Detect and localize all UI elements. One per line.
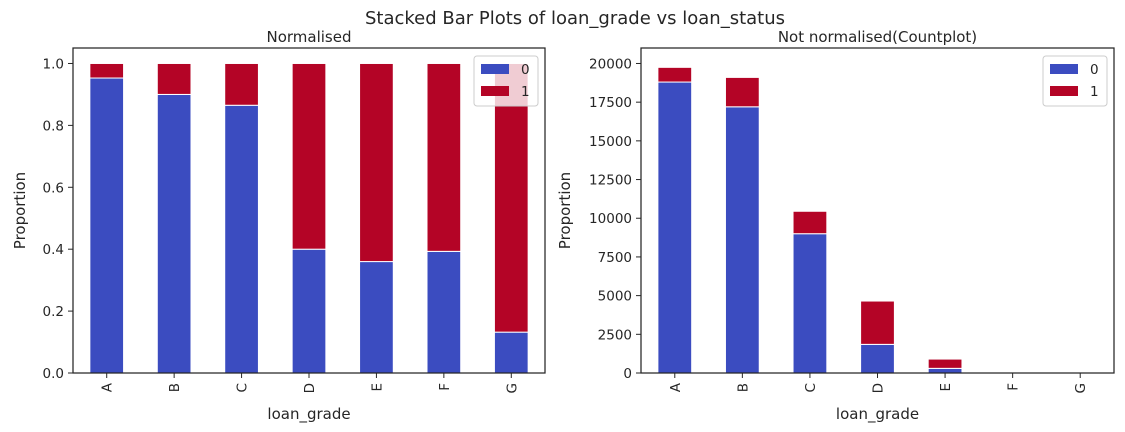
- bar-series-1-E: [359, 62, 394, 263]
- legend-swatch-0: [481, 64, 509, 74]
- chart-title: Normalised: [266, 28, 351, 46]
- chart-title: Not normalised(Countplot): [778, 28, 977, 46]
- y-axis-label: Proportion: [11, 172, 29, 249]
- x-tick-label: D: [871, 383, 887, 393]
- bar-series-1-E: [927, 358, 963, 369]
- bar-series-0-G: [493, 331, 529, 374]
- bar-series-1-F: [995, 370, 1031, 373]
- x-tick-label: A: [668, 382, 684, 392]
- x-tick-label: F: [1006, 383, 1022, 391]
- x-axis-label: loan_grade: [836, 405, 919, 424]
- y-tick-label: 1.0: [43, 56, 64, 72]
- bar-series-1-B: [156, 62, 192, 95]
- y-tick-label: 7500: [598, 250, 632, 266]
- x-tick-label: G: [1073, 383, 1089, 393]
- bar-series-0-C: [792, 233, 828, 374]
- y-tick-label: 0: [623, 366, 632, 382]
- x-tick-label: A: [100, 382, 116, 392]
- x-tick-label: G: [504, 383, 520, 393]
- x-tick-label: E: [938, 383, 954, 392]
- bar-series-0-E: [927, 367, 963, 374]
- legend-swatch-1: [481, 86, 509, 96]
- bar-series-0-B: [724, 106, 760, 374]
- y-tick-label: 17500: [589, 95, 632, 111]
- axes-frame: [72, 47, 546, 374]
- y-tick-label: 20000: [589, 56, 632, 72]
- y-tick-label: 5000: [598, 289, 632, 305]
- y-tick-label: 0.2: [43, 304, 64, 320]
- bar-series-0-C: [224, 104, 259, 374]
- bar-series-0-A: [657, 81, 693, 374]
- x-tick-label: C: [235, 383, 251, 392]
- bar-series-1-F: [426, 62, 462, 252]
- chart-not-normalised: Not normalised(Countplot) A B C D E F G 0 2500 500…: [556, 28, 1115, 424]
- y-tick-label: 0.4: [43, 242, 64, 258]
- y-tick-label: 0.6: [43, 180, 64, 196]
- legend-swatch-1: [1050, 86, 1078, 96]
- legend-label-0: 0: [1090, 62, 1099, 78]
- bar-series-1-A: [89, 62, 125, 79]
- x-tick-label: B: [167, 383, 183, 392]
- bar-series-1-A: [657, 66, 693, 83]
- legend-label-1: 1: [521, 84, 530, 100]
- bar-series-1-B: [724, 76, 760, 108]
- bar-series-1-D: [291, 62, 327, 250]
- bar-series-0-D: [291, 248, 327, 374]
- bar-series-0-D: [860, 343, 895, 374]
- x-tick-label: E: [369, 383, 385, 392]
- y-tick-label: 12500: [589, 173, 632, 189]
- y-tick-label: 2500: [598, 327, 632, 343]
- y-tick-label: 10000: [589, 211, 632, 227]
- bar-series-1-D: [860, 300, 895, 345]
- figure-title: Stacked Bar Plots of loan_grade vs loan_…: [365, 8, 785, 29]
- bar-series-1-C: [792, 210, 828, 235]
- y-tick-label: 0.0: [43, 366, 64, 382]
- bar-series-0-B: [156, 93, 192, 374]
- x-axis-label: loan_grade: [267, 405, 350, 424]
- bar-series-0-E: [359, 261, 394, 374]
- legend-label-0: 0: [521, 62, 530, 78]
- legend-label-1: 1: [1090, 84, 1099, 100]
- bar-series-0-F: [426, 250, 462, 374]
- chart-normalised: Normalised A B C D E F G 0.0 0.2 0.4 0.6 0.8 1.0 loan_…: [11, 28, 546, 424]
- y-tick-label: 15000: [589, 134, 632, 150]
- bar-series-1-G: [493, 62, 529, 333]
- x-tick-label: C: [803, 383, 819, 392]
- bar-series-0-A: [89, 77, 125, 374]
- bar-series-1-C: [224, 62, 259, 106]
- x-tick-label: D: [302, 383, 318, 393]
- legend-swatch-0: [1050, 64, 1078, 74]
- axes-frame: [640, 47, 1115, 374]
- x-tick-label: B: [735, 383, 751, 392]
- x-tick-label: F: [437, 383, 453, 391]
- y-tick-label: 0.8: [43, 118, 64, 134]
- y-axis-label: Proportion: [556, 172, 574, 249]
